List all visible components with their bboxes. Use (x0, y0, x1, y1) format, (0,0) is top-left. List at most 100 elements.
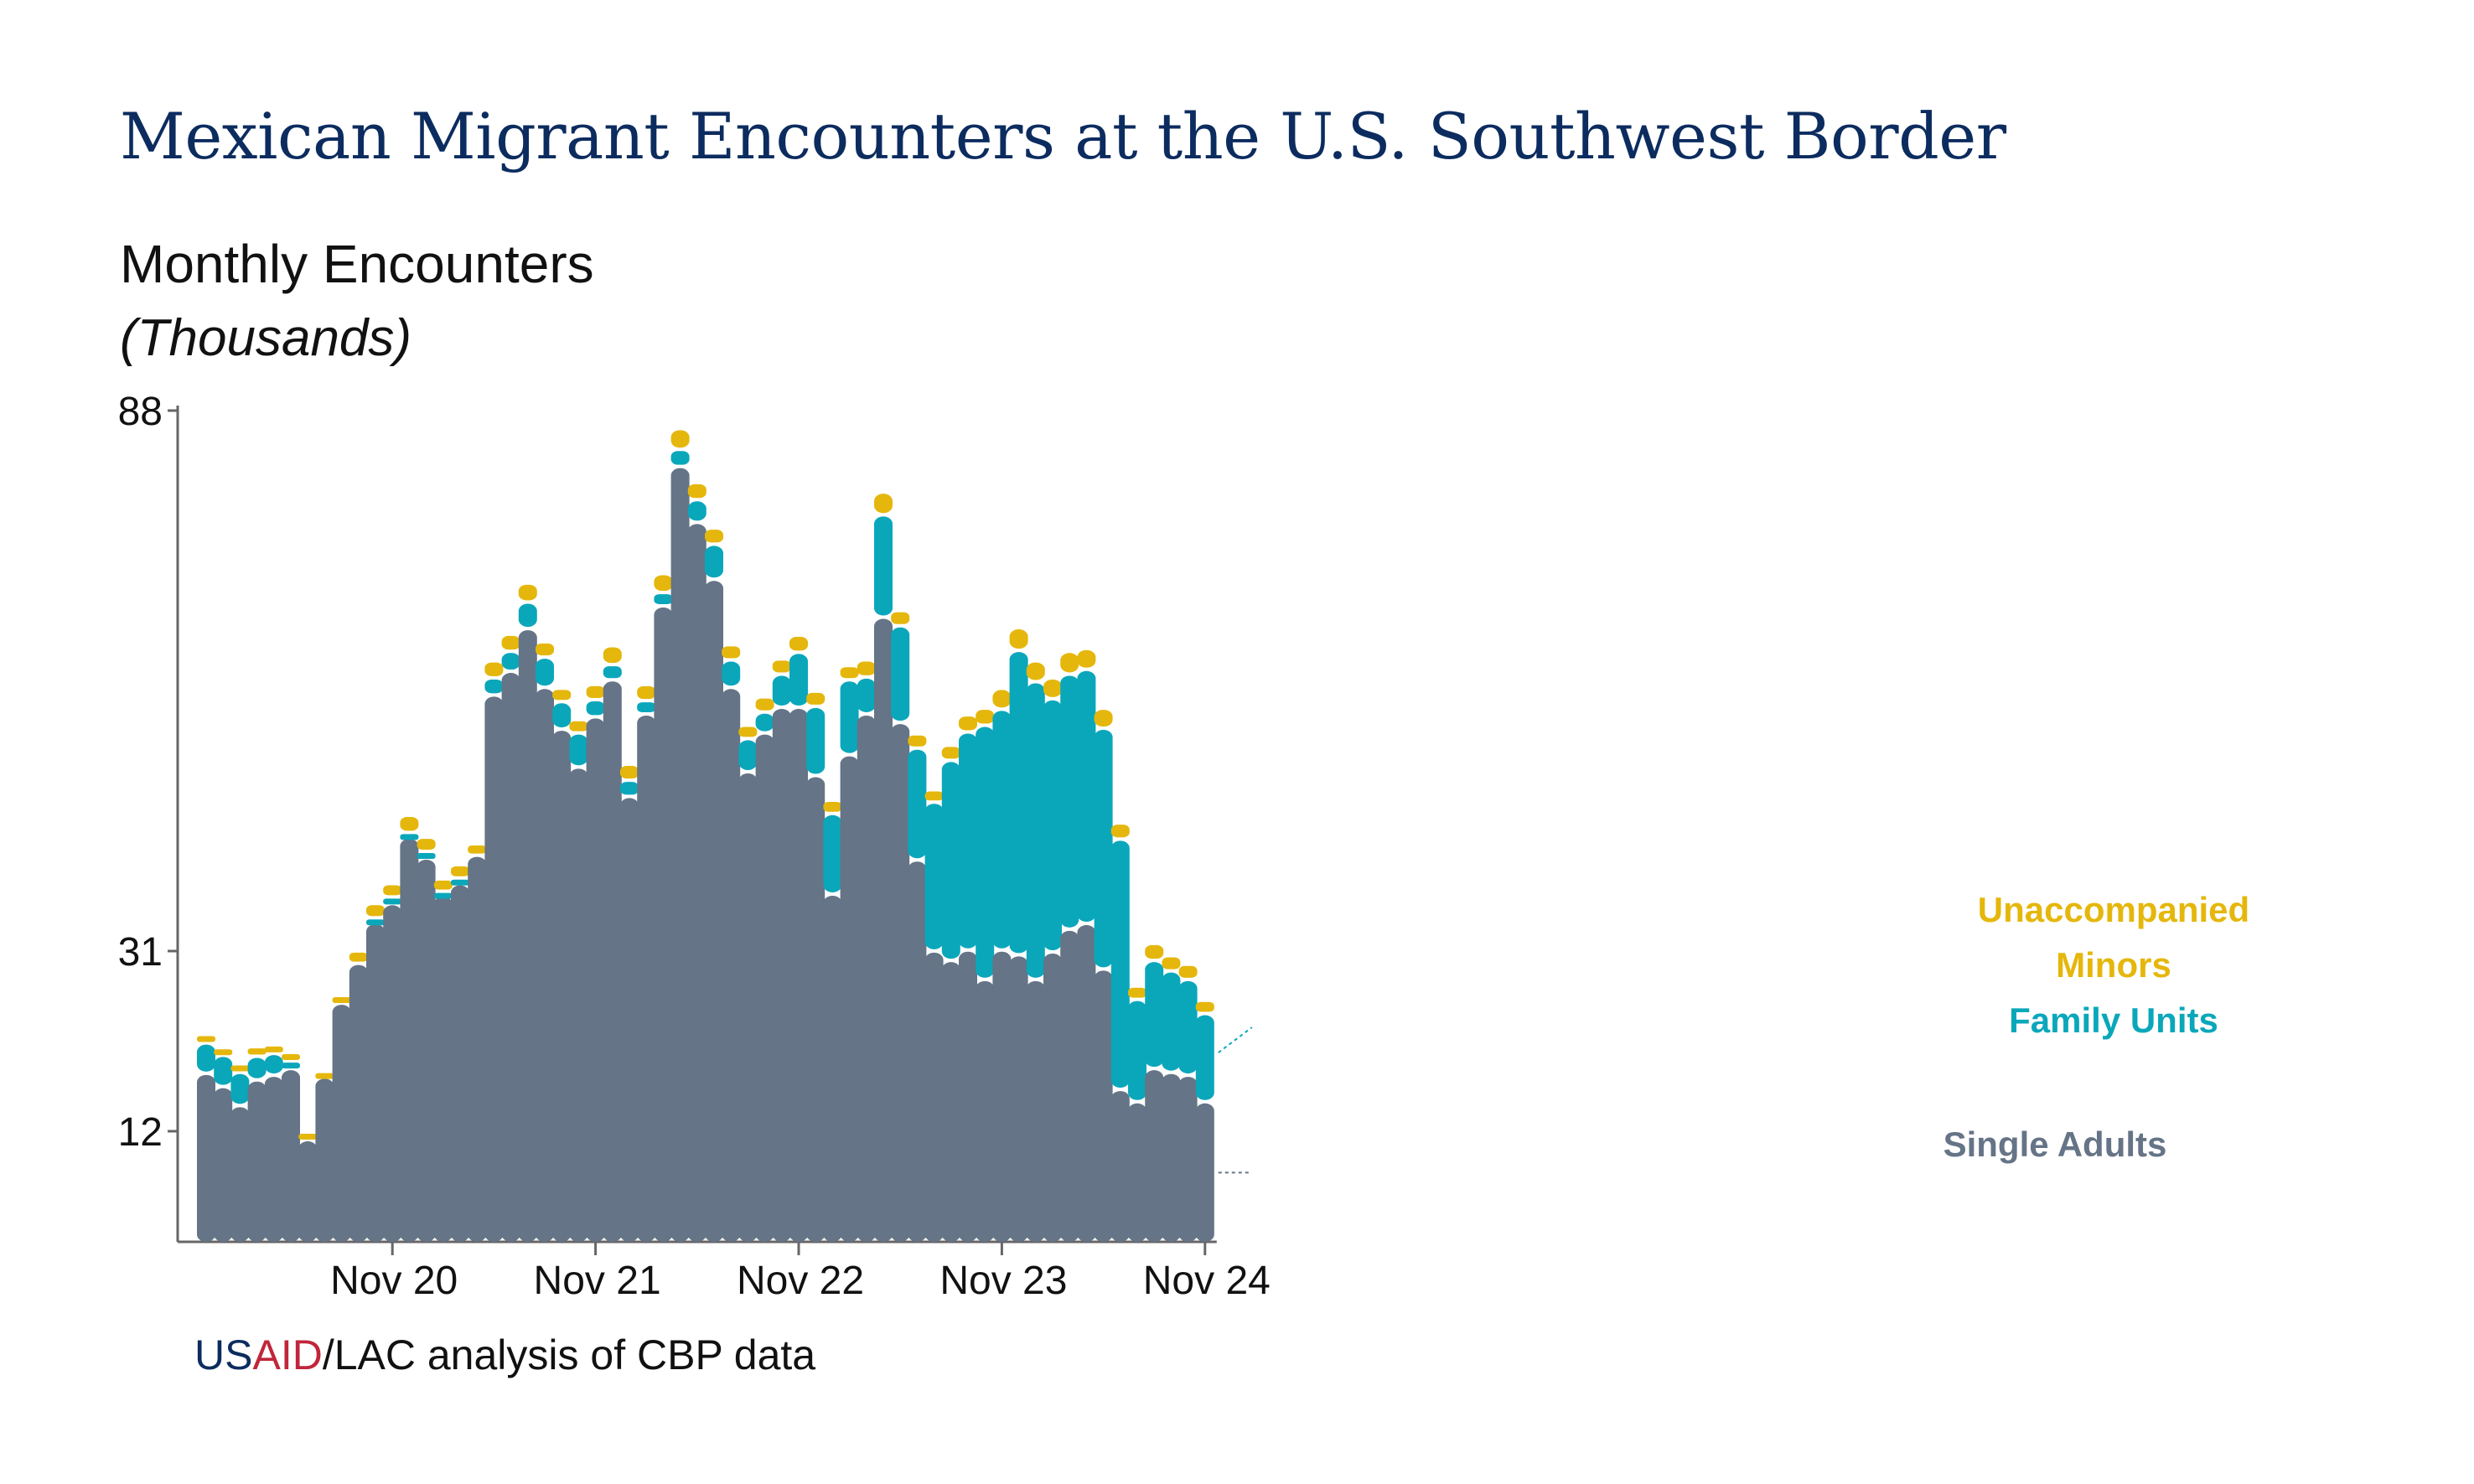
bar-single-adults (1162, 1073, 1181, 1242)
bar-single-adults (772, 709, 791, 1242)
bar-unaccompanied-minors (247, 1048, 267, 1055)
bar-single-adults (789, 709, 808, 1242)
bar-unaccompanied-minors (891, 612, 910, 624)
bar-unaccompanied-minors (840, 667, 859, 679)
bar-family-units (1094, 729, 1113, 968)
legend-family-units: Family Units (2009, 1001, 2218, 1040)
bar-family-units (874, 516, 893, 616)
bar-unaccompanied-minors (298, 1134, 318, 1140)
bar-family-units (1145, 962, 1164, 1068)
bars (197, 430, 1214, 1242)
bar-unaccompanied-minors (806, 692, 826, 705)
bar-family-units (197, 1044, 215, 1072)
bar-family-units (908, 749, 927, 859)
bar-single-adults (349, 964, 368, 1242)
bar-family-units (536, 659, 554, 686)
bar-family-units (1195, 1015, 1214, 1100)
bar-family-units (552, 703, 572, 728)
bar-single-adults (569, 768, 588, 1242)
bar-unaccompanied-minors (1128, 987, 1146, 998)
bar-family-units (230, 1073, 250, 1104)
bar-family-units (400, 834, 419, 840)
bar-family-units (722, 661, 741, 686)
bar-unaccompanied-minors (484, 662, 504, 676)
bar-unaccompanied-minors (670, 430, 690, 448)
bar-family-units (1043, 700, 1062, 950)
bar-single-adults (941, 962, 960, 1242)
bar-unaccompanied-minors (738, 726, 758, 737)
bar-family-units (823, 814, 842, 892)
bar-unaccompanied-minors (874, 494, 893, 514)
bar-family-units (637, 702, 656, 712)
bar-family-units (976, 726, 995, 978)
bar-family-units (1077, 670, 1096, 923)
legend-leader-family-units (1218, 1026, 1253, 1053)
x-tick-label: Nov 21 (534, 1259, 661, 1303)
bar-family-units (891, 627, 910, 721)
bar-unaccompanied-minors (1162, 957, 1181, 970)
bar-family-units (738, 740, 758, 770)
bar-unaccompanied-minors (722, 646, 741, 659)
bar-family-units (247, 1057, 267, 1078)
bar-unaccompanied-minors (1110, 825, 1130, 838)
bar-unaccompanied-minors (857, 661, 876, 675)
bar-unaccompanied-minors (654, 575, 673, 592)
bar-unaccompanied-minors (501, 635, 520, 650)
bar-single-adults (1128, 1103, 1146, 1242)
bar-unaccompanied-minors (959, 716, 977, 731)
source-note: USAID/LAC analysis of CBP data (194, 1331, 815, 1379)
bar-single-adults (264, 1077, 283, 1242)
bar-family-units (433, 892, 453, 899)
bar-unaccompanied-minors (789, 637, 808, 651)
bar-single-adults (282, 1070, 300, 1242)
bar-unaccompanied-minors (908, 735, 927, 747)
bar-family-units (501, 653, 520, 670)
bar-unaccompanied-minors (536, 643, 554, 656)
bar-single-adults (586, 718, 605, 1242)
bar-family-units (1009, 652, 1028, 954)
bar-single-adults (417, 859, 436, 1242)
bar-single-adults (738, 773, 758, 1242)
bar-family-units (282, 1063, 300, 1069)
bar-family-units (586, 701, 605, 716)
y-tick-label: 12 (118, 1110, 163, 1155)
bar-unaccompanied-minors (687, 483, 706, 499)
bar-unaccompanied-minors (417, 839, 436, 851)
bar-unaccompanied-minors (400, 817, 419, 831)
bar-single-adults (332, 1005, 351, 1242)
bar-family-units (705, 546, 723, 578)
legend-unaccompanied-minors-line2: Minors (2056, 945, 2171, 985)
bar-unaccompanied-minors (1178, 965, 1198, 978)
bar-family-units (569, 734, 588, 766)
bar-family-units (941, 762, 960, 959)
bar-single-adults (992, 951, 1012, 1242)
bar-family-units (417, 853, 436, 860)
bar-unaccompanied-minors (620, 765, 639, 779)
bar-single-adults (654, 607, 673, 1242)
legend-unaccompanied-minors-line1: Unaccompanied (1978, 890, 2249, 929)
bar-unaccompanied-minors (349, 952, 368, 962)
bar-single-adults (1195, 1103, 1214, 1242)
bar-single-adults (468, 856, 487, 1242)
bar-family-units (924, 804, 944, 949)
bar-unaccompanied-minors (772, 660, 791, 673)
bar-family-units (518, 603, 537, 628)
bar-family-units (959, 733, 977, 949)
bar-single-adults (924, 952, 944, 1242)
x-tick-label: Nov 20 (330, 1259, 458, 1303)
bar-single-adults (298, 1141, 318, 1242)
y-tick-label: 88 (118, 390, 163, 434)
source-text: /LAC analysis of CBP data (322, 1331, 816, 1378)
bar-family-units (1060, 675, 1079, 928)
bar-single-adults (823, 895, 842, 1242)
legend-single-adults: Single Adults (1943, 1125, 2167, 1164)
bar-unaccompanied-minors (941, 747, 960, 759)
legend: Single Adults Family Units Unaccompanied Mi… (1218, 890, 2249, 1174)
bar-unaccompanied-minors (586, 685, 605, 698)
bar-unaccompanied-minors (1145, 944, 1164, 959)
chart-title: Mexican Migrant Encounters at the U.S. S… (120, 99, 2006, 173)
bar-family-units (451, 879, 469, 886)
bar-single-adults (806, 777, 826, 1242)
bar-family-units (840, 681, 859, 753)
bar-single-adults (620, 798, 639, 1242)
